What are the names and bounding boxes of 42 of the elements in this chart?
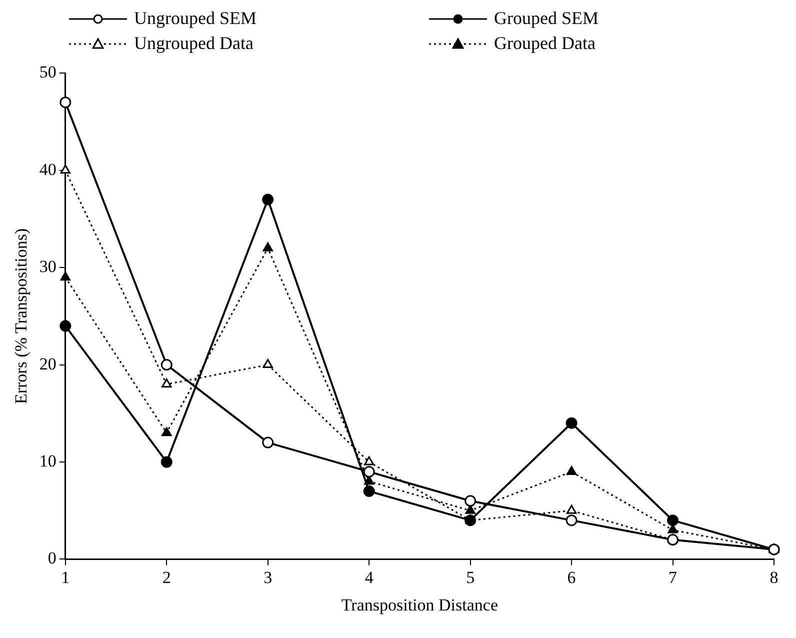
point: [262, 242, 273, 252]
point: [566, 466, 577, 475]
y-tick-label: 30: [39, 257, 56, 276]
point: [363, 466, 375, 478]
legend-label: Ungrouped SEM: [134, 8, 256, 29]
point: [364, 456, 374, 466]
point: [60, 96, 72, 108]
point: [668, 524, 678, 534]
point: [667, 514, 679, 526]
y-tick-label: 40: [39, 160, 56, 179]
y-tick-label: 0: [48, 548, 56, 568]
point: [363, 485, 375, 497]
point: [262, 359, 273, 368]
point: [566, 514, 578, 526]
point: [262, 194, 274, 206]
point: [162, 427, 172, 436]
point: [60, 320, 72, 332]
legend-label: Ungrouped Data: [134, 33, 254, 54]
y-axis-title: Errors (% Transpositions): [12, 228, 31, 404]
point: [262, 436, 274, 448]
point: [566, 504, 577, 514]
point: [566, 417, 578, 429]
point: [160, 456, 172, 468]
x-axis-title: Transposition Distance: [341, 595, 498, 614]
point: [160, 359, 172, 371]
legend-label: Grouped Data: [494, 33, 596, 54]
point: [162, 378, 172, 388]
y-tick-label: 50: [39, 62, 56, 82]
y-tick-label: 20: [39, 354, 56, 374]
x-tick-label: 1: [61, 568, 70, 587]
x-tick-label: 4: [364, 568, 374, 587]
x-tick-label: 5: [466, 568, 475, 587]
point: [60, 272, 70, 281]
point: [667, 534, 679, 546]
y-tick-label: 10: [39, 451, 56, 470]
legend-label: Grouped SEM: [494, 8, 598, 29]
x-tick-label: 7: [668, 568, 678, 587]
x-tick-label: 2: [162, 568, 171, 587]
point: [464, 495, 476, 507]
x-tick-label: 8: [770, 568, 778, 587]
x-tick-label: 3: [264, 568, 272, 587]
x-tick-label: 6: [567, 568, 576, 587]
